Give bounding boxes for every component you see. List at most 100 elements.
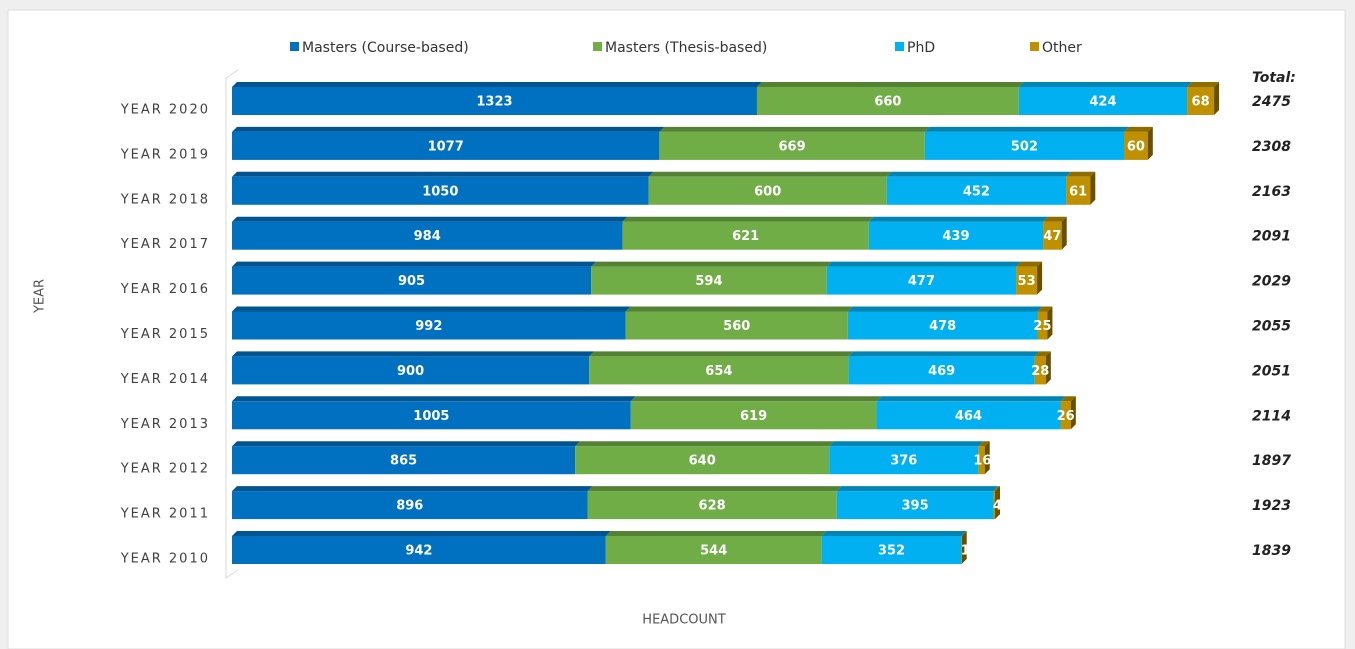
bar	[1124, 131, 1148, 160]
total-label: 2051	[1252, 363, 1291, 379]
bar	[232, 176, 649, 205]
legend-label: Other	[1042, 40, 1082, 56]
bar	[589, 356, 849, 385]
bar	[756, 87, 1019, 115]
bar-top	[1060, 396, 1076, 402]
bar-top	[232, 306, 631, 312]
data-label: 478	[929, 319, 956, 334]
bar	[232, 221, 623, 250]
bar-top	[1187, 82, 1220, 87]
bar-top	[605, 531, 827, 536]
bar	[826, 266, 1017, 295]
y-tick-label: YEAR 2017	[120, 237, 210, 252]
bar	[232, 491, 588, 520]
bar	[232, 401, 631, 430]
bar-top	[961, 531, 967, 536]
bar	[1043, 221, 1062, 250]
bar-top	[232, 261, 597, 267]
data-label: 544	[700, 544, 727, 559]
total-label: 2163	[1252, 184, 1291, 200]
data-label: 1323	[476, 95, 512, 110]
data-label: 905	[398, 274, 425, 289]
bar-top	[1066, 171, 1096, 177]
data-label: 900	[397, 364, 424, 379]
data-label: 68	[1192, 95, 1210, 110]
data-label: 942	[405, 544, 432, 559]
bar-side	[961, 531, 967, 564]
y-tick-label: YEAR 2016	[120, 282, 210, 297]
y-tick-label: YEAR 2014	[120, 372, 210, 387]
bar	[232, 266, 592, 295]
bar-side	[1061, 216, 1067, 250]
bar	[1018, 87, 1188, 115]
bar-top	[1016, 261, 1043, 267]
bar-top	[589, 351, 854, 357]
data-label: 452	[963, 184, 990, 199]
bar-top	[848, 351, 1040, 357]
data-label: 621	[732, 229, 759, 244]
bar-top	[868, 216, 1049, 222]
bar-side	[1037, 261, 1043, 295]
bar-side	[984, 441, 990, 475]
bar	[836, 491, 994, 520]
total-label: 2055	[1252, 319, 1291, 335]
data-label: 60	[1127, 139, 1145, 154]
legend-swatch	[290, 42, 299, 51]
bar-top	[232, 82, 762, 87]
y-tick-label: YEAR 2019	[120, 147, 210, 162]
bar-top	[232, 351, 595, 357]
bar	[876, 401, 1061, 430]
bar-side	[1045, 351, 1051, 385]
data-label: 619	[740, 409, 767, 424]
y-tick-label: YEAR 2020	[120, 103, 210, 118]
data-label: 47	[1043, 229, 1061, 244]
legend-swatch	[895, 42, 904, 51]
data-label: 25	[1033, 319, 1051, 334]
data-label: 628	[699, 499, 726, 514]
bar-top	[1034, 351, 1051, 357]
data-label: 1	[961, 544, 970, 559]
bar	[587, 491, 837, 520]
bar-side	[995, 486, 1001, 520]
x-axis-label: HEADCOUNT	[642, 613, 725, 628]
bar	[232, 356, 590, 385]
bar-top	[993, 486, 1001, 492]
bar-top	[232, 126, 665, 132]
data-label: 654	[705, 364, 732, 379]
data-label: 865	[390, 454, 417, 469]
bar	[232, 131, 660, 160]
bar	[1187, 87, 1215, 115]
bar-top	[1043, 216, 1067, 222]
data-label: 424	[1089, 95, 1116, 110]
data-label: 1077	[428, 139, 464, 154]
total-label: 2114	[1252, 408, 1291, 424]
bar	[232, 446, 576, 475]
data-label: 61	[1069, 184, 1087, 199]
bar-top	[232, 216, 628, 222]
bar	[978, 446, 985, 475]
total-label: 2475	[1252, 94, 1291, 110]
total-label: 2308	[1252, 139, 1291, 155]
bar	[1034, 356, 1046, 385]
bar	[591, 266, 827, 295]
bar	[625, 311, 848, 340]
data-label: 439	[942, 229, 969, 244]
data-label: 896	[396, 499, 423, 514]
data-label: 600	[754, 184, 781, 199]
data-label: 1050	[422, 184, 458, 199]
bar-top	[876, 396, 1066, 402]
bar-side	[1214, 82, 1220, 115]
data-label: 1005	[413, 409, 449, 424]
y-tick-label: YEAR 2018	[120, 192, 210, 207]
bar	[868, 221, 1044, 250]
bar-top	[232, 171, 654, 177]
back-wall	[225, 69, 239, 579]
bar	[847, 311, 1038, 340]
bar	[1060, 401, 1071, 430]
bar-side	[1090, 171, 1096, 205]
data-label: 594	[695, 274, 722, 289]
total-label: 1897	[1252, 453, 1291, 469]
bar-top	[847, 306, 1043, 312]
data-label: 4	[993, 499, 1002, 514]
